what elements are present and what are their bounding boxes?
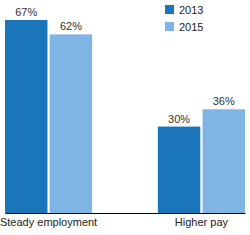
bars <box>5 20 245 213</box>
x-axis: Steady employment Higher pay <box>0 213 246 228</box>
tick: Higher pay <box>175 213 229 228</box>
legend: 2013 2015 <box>165 4 203 33</box>
bar <box>203 109 245 213</box>
legend-item: 2015 <box>165 21 203 33</box>
legend-label: 2015 <box>179 21 203 33</box>
bar <box>158 127 200 213</box>
bar <box>5 20 47 213</box>
data-labels: 67% 30% 62% 36% <box>15 6 235 125</box>
legend-swatch <box>165 22 174 31</box>
data-label: 62% <box>60 20 82 32</box>
data-label: 67% <box>15 6 37 18</box>
legend-label: 2013 <box>179 4 203 16</box>
data-label: 36% <box>213 95 235 107</box>
legend-swatch <box>165 5 174 14</box>
axis-line <box>6 213 246 214</box>
legend-item: 2013 <box>165 4 203 16</box>
tick: Steady employment <box>0 213 97 228</box>
bar <box>50 34 92 213</box>
tick-label: Steady employment <box>0 216 97 228</box>
tick-label: Higher pay <box>175 216 229 228</box>
chart: 67% 30% 62% 36% Steady employment Higher pay 2… <box>0 0 250 235</box>
data-label: 30% <box>168 113 190 125</box>
